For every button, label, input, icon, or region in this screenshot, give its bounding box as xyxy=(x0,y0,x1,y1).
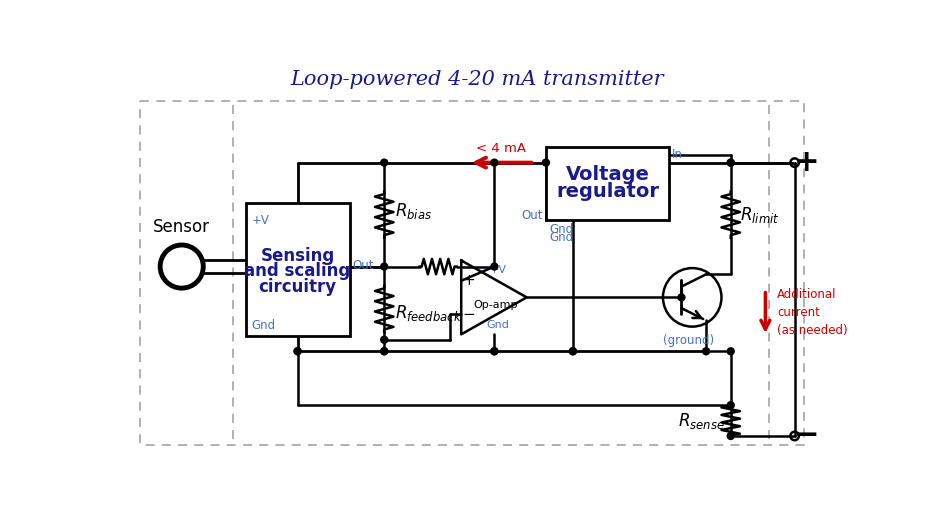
Circle shape xyxy=(678,294,684,301)
Text: +V: +V xyxy=(252,214,270,227)
Text: circuitry: circuitry xyxy=(259,278,337,295)
Text: Sensing: Sensing xyxy=(260,247,335,265)
Circle shape xyxy=(569,348,577,355)
Text: Voltage: Voltage xyxy=(565,165,649,184)
Circle shape xyxy=(294,348,301,355)
Circle shape xyxy=(380,336,388,343)
Circle shape xyxy=(703,348,710,355)
Circle shape xyxy=(727,159,734,166)
Text: −: − xyxy=(462,306,475,321)
Text: Out: Out xyxy=(522,209,543,222)
Circle shape xyxy=(491,159,498,166)
Text: −: − xyxy=(794,421,819,451)
Text: In: In xyxy=(672,148,683,162)
Circle shape xyxy=(491,348,498,355)
Text: +: + xyxy=(462,273,475,288)
Text: regulator: regulator xyxy=(556,182,659,201)
Text: $R_{sense}$: $R_{sense}$ xyxy=(678,411,725,430)
Circle shape xyxy=(569,348,577,355)
Circle shape xyxy=(380,159,388,166)
Circle shape xyxy=(727,402,734,408)
Circle shape xyxy=(294,348,301,355)
Circle shape xyxy=(727,159,734,166)
Circle shape xyxy=(727,348,734,355)
Text: Loop-powered 4-20 mA transmitter: Loop-powered 4-20 mA transmitter xyxy=(290,70,663,89)
Text: Sensor: Sensor xyxy=(153,218,210,236)
Text: Op-amp: Op-amp xyxy=(473,300,518,310)
Text: $R_{limit}$: $R_{limit}$ xyxy=(740,205,779,225)
Text: $R_{feedback}$: $R_{feedback}$ xyxy=(395,303,462,323)
Circle shape xyxy=(380,348,388,355)
Text: Gnd: Gnd xyxy=(486,320,510,330)
Text: $R_{bias}$: $R_{bias}$ xyxy=(395,201,432,221)
Text: Additional
current
(as needed): Additional current (as needed) xyxy=(777,288,847,337)
Bar xyxy=(546,147,669,220)
Circle shape xyxy=(380,348,388,355)
Bar xyxy=(140,101,804,445)
Text: Gnd: Gnd xyxy=(550,231,574,244)
Text: < 4 mA: < 4 mA xyxy=(476,142,526,155)
Circle shape xyxy=(491,263,498,270)
Bar xyxy=(246,203,350,336)
Circle shape xyxy=(380,263,388,270)
Text: Gnd: Gnd xyxy=(550,223,574,236)
Circle shape xyxy=(491,348,498,355)
Text: and scaling: and scaling xyxy=(245,262,351,280)
Text: (ground): (ground) xyxy=(663,333,714,346)
Circle shape xyxy=(727,432,734,439)
Text: Out: Out xyxy=(352,258,373,271)
Text: +: + xyxy=(794,148,819,177)
Circle shape xyxy=(542,159,550,166)
Text: Gnd: Gnd xyxy=(252,319,276,332)
Text: +V: +V xyxy=(490,265,507,275)
